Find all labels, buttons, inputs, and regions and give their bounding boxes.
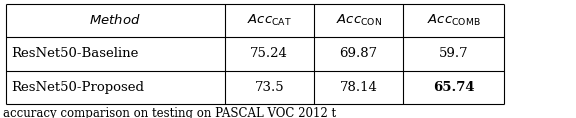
Text: 75.24: 75.24 xyxy=(251,47,288,61)
Text: 59.7: 59.7 xyxy=(439,47,468,61)
Text: 78.14: 78.14 xyxy=(340,81,377,94)
Text: $\mathit{Acc}_{\mathrm{COMB}}$: $\mathit{Acc}_{\mathrm{COMB}}$ xyxy=(427,13,480,28)
Text: ResNet50-Proposed: ResNet50-Proposed xyxy=(12,81,145,94)
Text: $\mathit{Acc}_{\mathrm{CAT}}$: $\mathit{Acc}_{\mathrm{CAT}}$ xyxy=(247,13,291,28)
Text: accuracy comparison on testing on PASCAL VOC 2012 t: accuracy comparison on testing on PASCAL… xyxy=(3,107,336,118)
Text: $\mathit{Method}$: $\mathit{Method}$ xyxy=(89,13,141,27)
Text: 69.87: 69.87 xyxy=(339,47,378,61)
Text: $\mathit{Acc}_{\mathrm{CON}}$: $\mathit{Acc}_{\mathrm{CON}}$ xyxy=(335,13,382,28)
Text: ResNet50-Baseline: ResNet50-Baseline xyxy=(12,47,139,61)
Text: 73.5: 73.5 xyxy=(255,81,284,94)
Text: 65.74: 65.74 xyxy=(433,81,475,94)
